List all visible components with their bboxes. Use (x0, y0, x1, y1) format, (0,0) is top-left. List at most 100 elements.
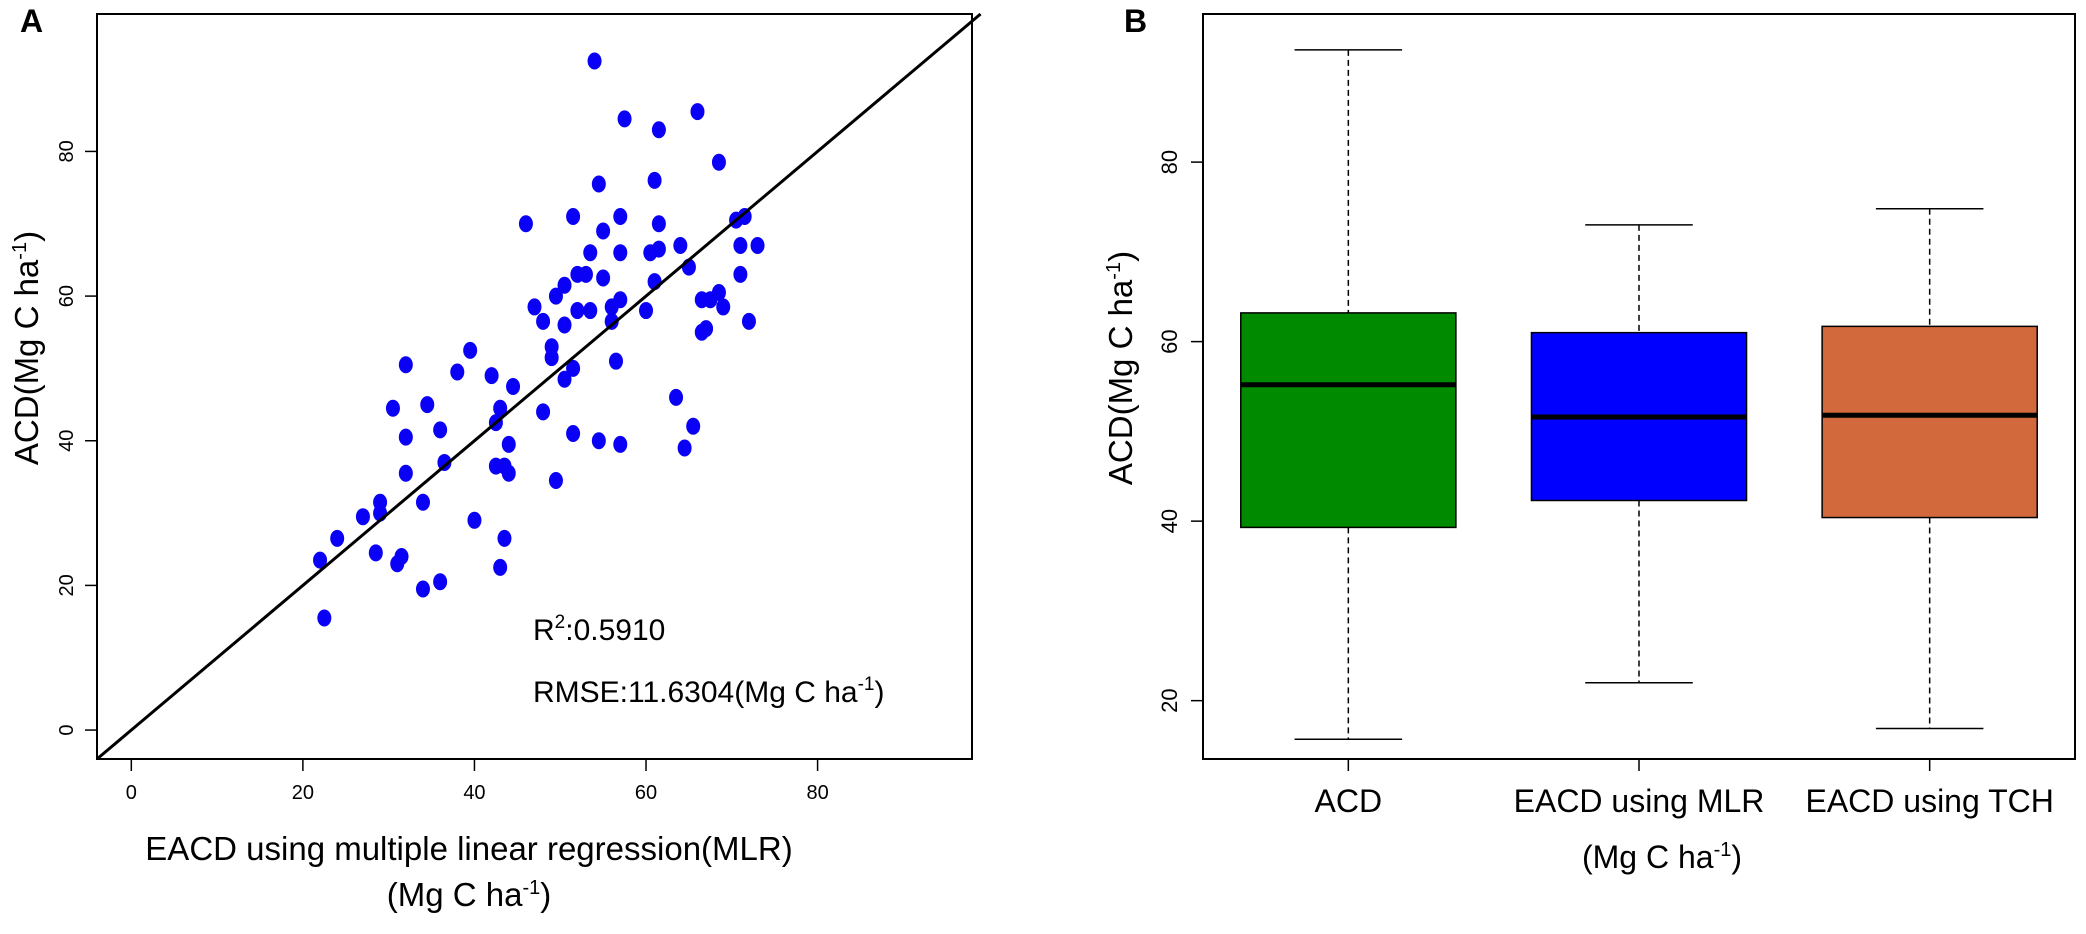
iqr-box (1240, 312, 1457, 529)
scatter-point (433, 573, 448, 591)
scatter-point (651, 215, 666, 233)
scatter-point (596, 269, 611, 287)
scatter-point (501, 464, 516, 482)
scatter-point (557, 316, 572, 334)
scatter-point (501, 435, 516, 453)
panel-a-x-axis: 0 20 40 60 80 (126, 758, 829, 804)
scatter-point (694, 323, 709, 341)
panel-a-x-axis-unit: (Mg C ha-1) (387, 876, 552, 913)
scatter-point (420, 396, 435, 414)
y-tick-label: 20 (56, 574, 78, 596)
y-tick-label: 60 (56, 285, 78, 307)
scatter-point (686, 417, 701, 435)
y-tick-label: 60 (1157, 329, 1182, 353)
scatter-point (437, 453, 452, 471)
scatter-point (398, 428, 413, 446)
scatter-point (506, 378, 521, 395)
scatter-point (317, 609, 332, 627)
y-tick-label: 40 (56, 430, 78, 452)
scatter-point (566, 359, 581, 377)
scatter-point (596, 222, 611, 240)
scatter-point (604, 298, 619, 316)
scatter-point (570, 302, 585, 320)
scatter-point (368, 544, 383, 562)
scatter-point (536, 312, 551, 330)
scatter-point (493, 399, 508, 417)
scatter-point (651, 121, 666, 139)
scatter-point (355, 508, 370, 526)
scatter-point (548, 472, 563, 490)
scatter-point (398, 464, 413, 482)
box-3 (1821, 208, 2038, 730)
scatter-point (557, 370, 572, 388)
scatter-point (385, 399, 400, 417)
panel-b-x-unit: (Mg C ha-1) (1582, 839, 1742, 875)
y-tick-label: 0 (56, 725, 78, 736)
panel-b-boxes (1240, 49, 2038, 741)
scatter-point (450, 363, 465, 381)
scatter-point (613, 208, 628, 226)
category-label: EACD using TCH (1805, 783, 2053, 819)
scatter-point (548, 287, 563, 305)
panel-a-letter: A (20, 3, 43, 39)
scatter-point (484, 367, 499, 385)
scatter-point (643, 244, 658, 262)
panel-a-y-axis-title: ACD(Mg C ha-1) (8, 231, 45, 465)
scatter-point (398, 356, 413, 374)
category-label: ACD (1315, 783, 1383, 819)
panel-a-points (313, 52, 765, 627)
scatter-point (544, 349, 559, 367)
scatter-point (639, 302, 654, 320)
scatter-point (493, 558, 508, 576)
scatter-point (557, 276, 572, 294)
panel-a-rmse-annotation: RMSE:11.6304(Mg C ha-1) (533, 674, 885, 709)
x-tick-label: 0 (126, 782, 137, 804)
scatter-point (677, 439, 692, 457)
scatter-point (711, 153, 726, 171)
scatter-point (415, 580, 430, 598)
scatter-point (711, 283, 726, 301)
scatter-point (583, 302, 598, 320)
scatter-point (733, 265, 748, 283)
x-tick-label: 40 (463, 782, 485, 804)
scatter-point (390, 555, 405, 573)
box-2 (1530, 224, 1748, 684)
panel-a-r2-annotation: R2:0.5910 (533, 612, 665, 647)
scatter-point (673, 236, 688, 254)
panel-b-x-axis: ACD EACD using MLR EACD using TCH (1315, 759, 2054, 819)
scatter-point (527, 298, 542, 316)
scatter-point (608, 352, 623, 370)
panel-b-y-axis: 20 40 60 80 (1157, 150, 1204, 713)
category-label: EACD using MLR (1514, 783, 1765, 819)
scatter-point (583, 244, 598, 262)
iqr-box (1821, 325, 2038, 519)
panel-b-letter: B (1124, 3, 1147, 39)
scatter-point (330, 529, 345, 547)
scatter-point (497, 529, 512, 547)
scatter-point (536, 403, 551, 421)
x-tick-label: 80 (806, 782, 828, 804)
panel-a-y-axis: 0 20 40 60 80 (56, 140, 98, 736)
scatter-point (313, 551, 328, 569)
scatter-point (433, 421, 448, 439)
scatter-point (613, 244, 628, 262)
scatter-point (578, 265, 593, 283)
scatter-point (647, 171, 662, 189)
scatter-point (617, 110, 632, 128)
scatter-point (591, 432, 606, 450)
panel-a-x-axis-title: EACD using multiple linear regression(ML… (145, 830, 792, 867)
x-tick-label: 60 (635, 782, 657, 804)
scatter-point (566, 208, 581, 226)
scatter-point (716, 298, 731, 316)
box-1 (1240, 49, 1457, 741)
scatter-point (741, 312, 756, 330)
scatter-point (415, 493, 430, 511)
scatter-point (669, 388, 684, 406)
scatter-point (750, 236, 765, 254)
scatter-point (591, 175, 606, 193)
scatter-point (690, 103, 705, 121)
scatter-point (733, 236, 748, 254)
scatter-point (518, 215, 533, 233)
panel-b-y-axis-title: ACD(Mg C ha-1) (1102, 251, 1139, 485)
